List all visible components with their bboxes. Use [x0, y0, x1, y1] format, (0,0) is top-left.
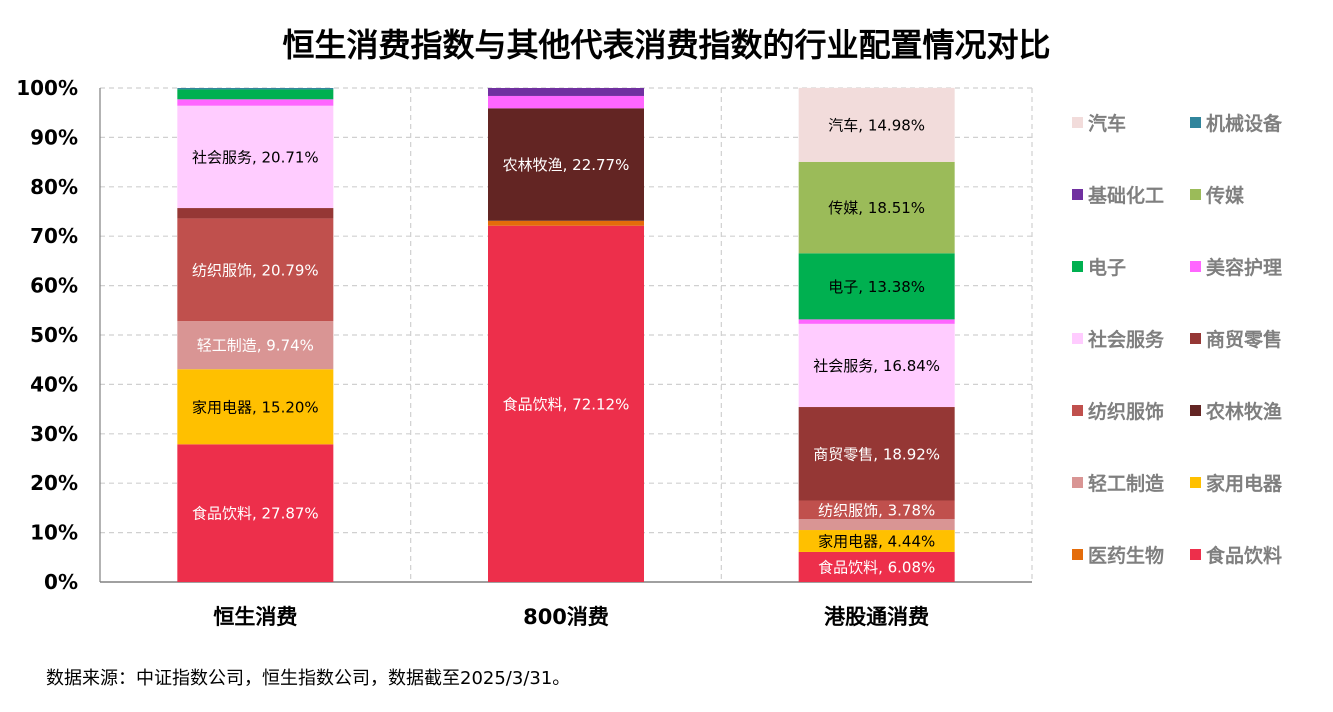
x-tick-label: 恒生消费	[213, 605, 297, 629]
data-label: 食品饮料, 27.87%	[192, 505, 319, 523]
bar-segment	[177, 444, 334, 582]
legend-label: 社会服务	[1087, 328, 1165, 351]
legend-swatch	[1190, 117, 1201, 128]
bar-segment	[177, 208, 334, 219]
bar-segment	[488, 95, 644, 109]
legend-swatch	[1072, 549, 1083, 560]
bar-segment	[798, 87, 955, 162]
data-label: 传媒, 18.51%	[828, 199, 925, 217]
x-tick-label: 800消费	[523, 605, 609, 629]
y-tick-label: 60%	[30, 274, 78, 298]
legend-label: 农林牧渔	[1205, 400, 1282, 423]
bar-segment	[177, 218, 334, 322]
bar-segment	[798, 407, 955, 501]
bar-segment	[488, 108, 644, 221]
bar-segment	[798, 519, 955, 531]
bar-segment	[177, 105, 334, 209]
legend-label: 家用电器	[1206, 472, 1283, 495]
legend-label: 电子	[1088, 256, 1126, 279]
legend-swatch	[1072, 405, 1083, 416]
legend-swatch	[1072, 189, 1083, 200]
data-label: 社会服务, 16.84%	[813, 357, 940, 375]
bar-segment	[177, 89, 334, 100]
legend-label: 商贸零售	[1206, 328, 1282, 351]
data-label: 电子, 13.38%	[828, 278, 925, 296]
chart-title: 恒生消费指数与其他代表消费指数的行业配置情况对比	[282, 26, 1051, 64]
legend-swatch	[1190, 189, 1201, 200]
y-tick-label: 10%	[30, 521, 78, 545]
legend-swatch	[1072, 117, 1083, 128]
y-tick-label: 20%	[30, 471, 78, 495]
data-source-note: 数据来源：中证指数公司，恒生指数公司，数据截至2025/3/31。	[46, 668, 571, 689]
legend-swatch	[1072, 477, 1083, 488]
bar-segment	[488, 220, 644, 226]
legend-label: 食品饮料	[1206, 544, 1282, 567]
bar-segment	[798, 161, 955, 254]
data-label: 家用电器, 4.44%	[818, 532, 935, 550]
data-label: 纺织服饰, 3.78%	[818, 501, 935, 519]
legend-label: 美容护理	[1206, 256, 1282, 279]
bar-segment	[798, 500, 955, 520]
y-tick-label: 90%	[30, 125, 78, 149]
data-label: 社会服务, 20.71%	[192, 148, 319, 166]
legend-label: 汽车	[1088, 112, 1126, 135]
legend-label: 医药生物	[1088, 544, 1164, 567]
legend-swatch	[1190, 405, 1201, 416]
y-tick-label: 50%	[30, 323, 78, 347]
legend-label: 轻工制造	[1088, 472, 1165, 495]
legend-swatch	[1190, 333, 1201, 344]
y-tick-label: 100%	[16, 76, 78, 100]
data-label: 纺织服饰, 20.79%	[192, 261, 319, 279]
data-label: 食品饮料, 6.08%	[818, 558, 935, 576]
y-tick-label: 40%	[30, 372, 78, 396]
data-label: 汽车, 14.98%	[828, 116, 925, 134]
bar-segment	[798, 551, 955, 582]
legend-swatch	[1190, 261, 1201, 272]
bar-segment	[488, 225, 644, 582]
bar-segment	[798, 530, 955, 552]
data-label: 农林牧渔, 22.77%	[503, 156, 630, 174]
legend-label: 机械设备	[1206, 112, 1283, 135]
bar-segment	[177, 99, 334, 106]
bar-segment	[177, 321, 334, 370]
bar-segment	[177, 88, 334, 90]
legend-swatch	[1190, 549, 1201, 560]
legend-swatch	[1072, 333, 1083, 344]
bar-segment	[177, 369, 334, 445]
legend-label: 基础化工	[1087, 184, 1164, 207]
bar-segment	[798, 319, 955, 324]
bar-segment	[798, 253, 955, 320]
legend-swatch	[1072, 261, 1083, 272]
data-label: 家用电器, 15.20%	[192, 398, 319, 416]
bar-segment	[798, 323, 955, 408]
y-tick-label: 70%	[30, 224, 78, 248]
bar-segment	[488, 88, 644, 96]
data-label: 轻工制造, 9.74%	[197, 337, 314, 355]
data-label: 食品饮料, 72.12%	[503, 395, 630, 413]
x-tick-label: 港股通消费	[824, 605, 929, 629]
data-label: 商贸零售, 18.92%	[813, 445, 940, 463]
legend-label: 纺织服饰	[1088, 400, 1164, 423]
y-tick-label: 80%	[30, 175, 78, 199]
y-tick-label: 30%	[30, 422, 78, 446]
legend-label: 传媒	[1205, 184, 1245, 207]
y-tick-label: 0%	[44, 570, 78, 594]
legend-swatch	[1190, 477, 1201, 488]
